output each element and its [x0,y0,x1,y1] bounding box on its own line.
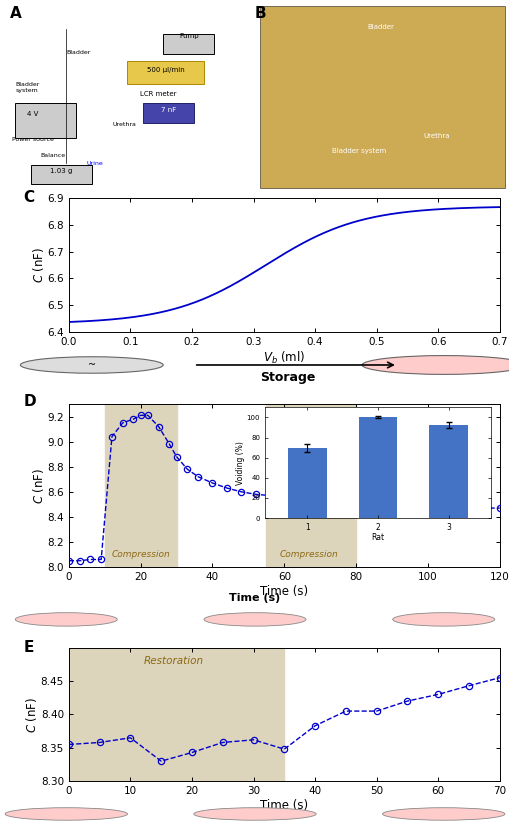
Text: C: C [23,190,35,205]
Circle shape [204,612,305,626]
Text: 7 nF: 7 nF [160,107,176,113]
Text: 4 V: 4 V [27,111,39,117]
Circle shape [20,357,163,373]
Text: Urethra: Urethra [112,123,136,128]
X-axis label: Time (s): Time (s) [260,585,308,597]
Text: Power source: Power source [12,137,54,142]
Text: Pump: Pump [179,34,198,39]
Bar [69,648,284,781]
Circle shape [382,808,504,820]
Text: Bladder: Bladder [366,24,393,29]
Text: Restoration: Restoration [143,656,203,665]
Circle shape [361,355,509,375]
Text: Bladder: Bladder [66,50,91,55]
Text: Urine: Urine [87,160,103,165]
Circle shape [5,808,127,820]
Text: Bladder system: Bladder system [331,148,385,155]
X-axis label: Time (s): Time (s) [260,799,308,811]
Y-axis label: $C$ (nF): $C$ (nF) [31,247,46,283]
Text: LCR meter: LCR meter [139,91,176,97]
Bar [266,404,355,567]
Text: Compression: Compression [111,550,169,559]
Text: ~: ~ [88,360,96,370]
Text: E: E [23,639,34,654]
Text: Balance: Balance [41,153,66,158]
Circle shape [193,808,316,820]
Y-axis label: $C$ (nF): $C$ (nF) [24,696,39,732]
X-axis label: $V_b$ (ml): $V_b$ (ml) [263,349,305,365]
Text: 1.03 g: 1.03 g [50,168,72,175]
Text: Time (s): Time (s) [229,592,280,602]
Text: 500 μl/min: 500 μl/min [147,67,184,73]
Text: D: D [23,394,36,409]
Circle shape [15,612,117,626]
Text: Bladder
system: Bladder system [15,82,40,93]
Text: Urethra: Urethra [422,133,449,139]
Text: Storage: Storage [260,371,315,384]
Text: A: A [10,6,22,21]
Bar [104,404,176,567]
Text: Compression: Compression [279,550,338,559]
Y-axis label: $C$ (nF): $C$ (nF) [31,467,46,504]
Text: B: B [254,6,266,21]
Circle shape [392,612,494,626]
